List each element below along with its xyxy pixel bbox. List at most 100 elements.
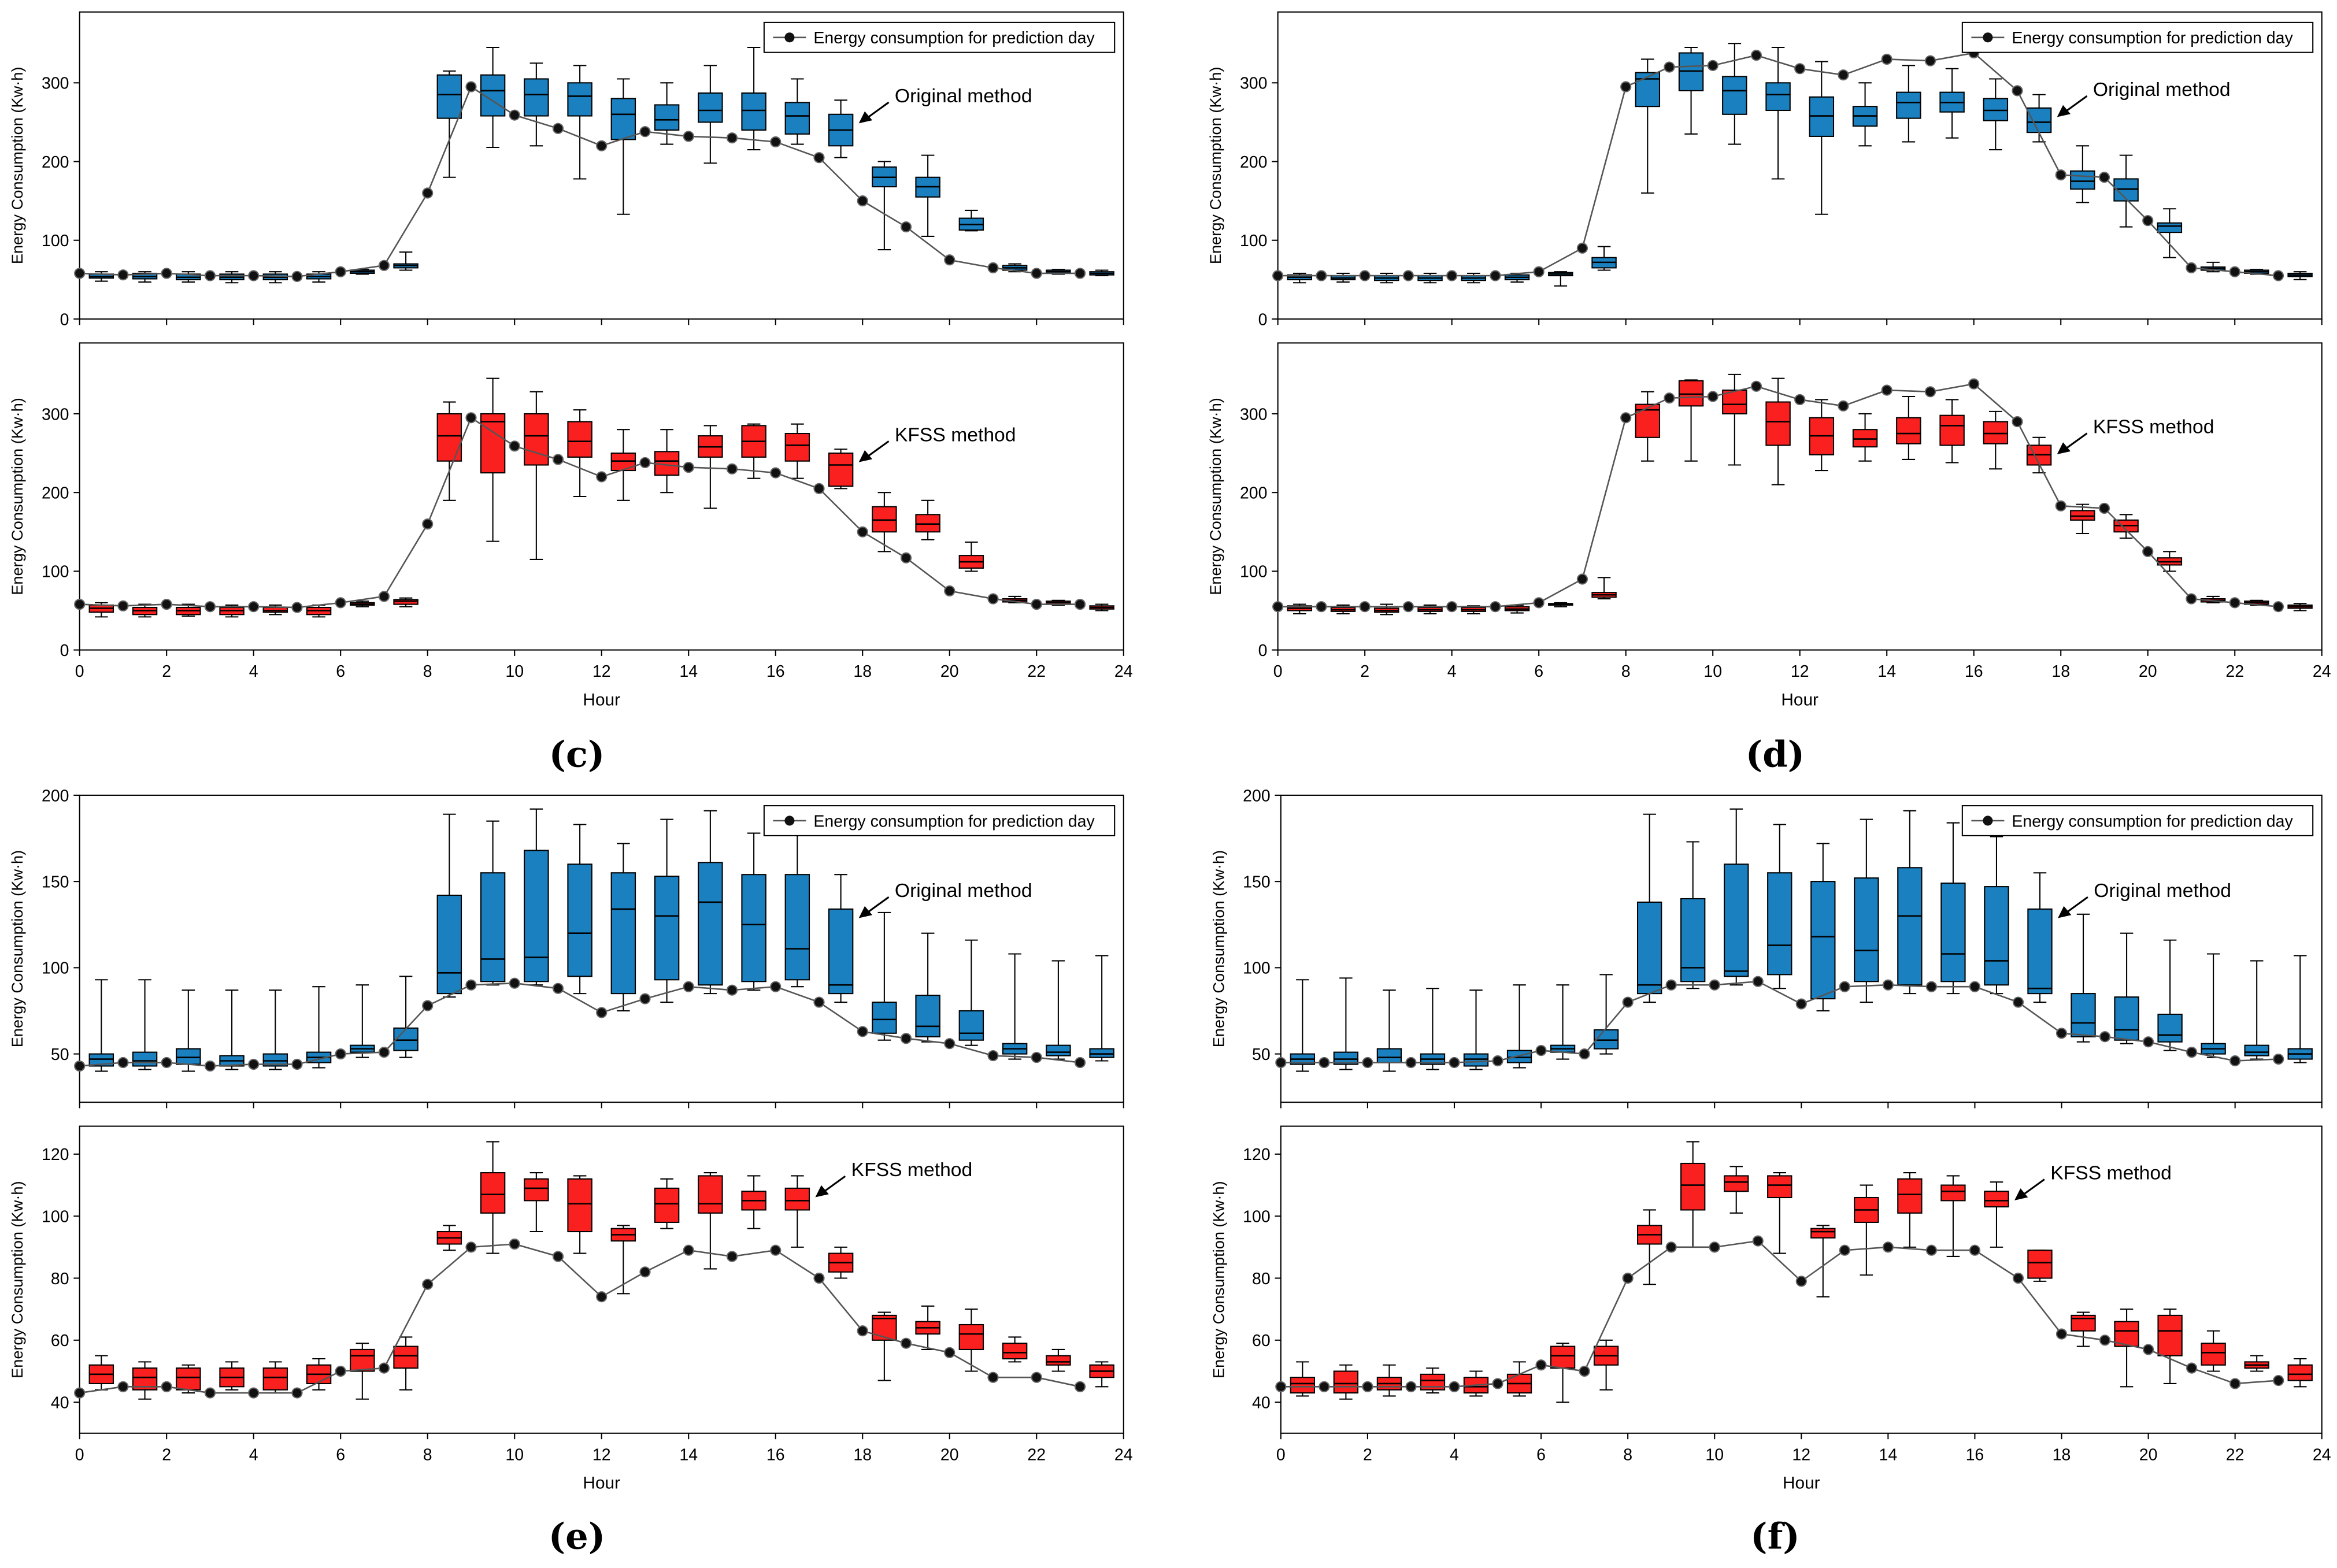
y-axis-label: Energy Consumption (Kw·h)	[1206, 67, 1224, 265]
box-hour-20.5	[958, 541, 984, 572]
y-tick-label: 0	[1258, 310, 1268, 329]
prediction-day-point	[2229, 266, 2240, 277]
x-tick-label: 16	[766, 662, 785, 681]
box-hour-16.5	[784, 832, 810, 988]
box-iqr	[784, 432, 810, 462]
box-hour-12.5	[1810, 1225, 1836, 1298]
box-iqr	[1046, 1355, 1071, 1366]
y-tick-label: 100	[42, 563, 69, 581]
box-iqr	[784, 102, 810, 135]
prediction-day-point	[117, 269, 129, 281]
prediction-day-point	[2099, 1335, 2111, 1346]
box-hour-8.5	[436, 813, 462, 998]
box-iqr	[1896, 91, 1921, 119]
prediction-day-point	[1664, 61, 1675, 73]
prediction-day-point	[335, 597, 346, 609]
box-hour-12.5	[610, 78, 636, 215]
box-hour-10.5	[524, 1172, 549, 1233]
box-hour-7.5	[393, 251, 418, 271]
x-tick-label: 2	[162, 662, 171, 681]
prediction-day-point	[1576, 573, 1588, 585]
box-hour-23.5	[2287, 603, 2313, 611]
box-iqr	[262, 606, 288, 613]
prediction-day-point	[726, 463, 738, 475]
box-hour-19.5	[915, 1305, 940, 1350]
prediction-day-point	[2142, 215, 2154, 227]
prediction-day-line	[1277, 52, 2279, 277]
prediction-day-point	[2012, 996, 2024, 1008]
prediction-day-point	[1750, 50, 1762, 61]
box-hour-7.5	[1591, 246, 1617, 271]
box-hour-1.5	[1333, 977, 1359, 1070]
box-iqr	[1897, 1178, 1923, 1214]
prediction-day-point	[2055, 1028, 2068, 1039]
prediction-day-line	[79, 1243, 1080, 1394]
box-hour-14.5	[698, 810, 723, 995]
y-tick-label: 80	[51, 1270, 69, 1288]
prediction-day-point	[204, 1060, 216, 1072]
x-tick-label: 6	[1536, 1445, 1546, 1464]
x-axis-label: Hour	[1783, 1474, 1820, 1493]
prediction-day-point	[1752, 976, 1764, 987]
prediction-day-line	[1277, 383, 2279, 607]
prediction-day-point	[770, 1244, 782, 1256]
prediction-day-point	[2272, 270, 2284, 281]
prediction-day-point	[2012, 1272, 2024, 1284]
prediction-day-point	[1579, 1048, 1590, 1060]
box-iqr	[2244, 1044, 2269, 1057]
prediction-day-point	[1272, 270, 1284, 281]
prediction-day-point	[465, 81, 477, 92]
legend: Energy consumption for prediction day	[1961, 805, 2314, 836]
y-tick-label: 40	[1252, 1393, 1271, 1412]
box-hour-5.5	[306, 1358, 332, 1391]
box-hour-17.5	[828, 1246, 854, 1279]
box-iqr	[1896, 417, 1921, 444]
box-hour-11.5	[1767, 1172, 1792, 1254]
prediction-day-point	[2273, 1374, 2284, 1387]
box-iqr	[1897, 867, 1923, 986]
prediction-day-point	[291, 1387, 303, 1399]
box-hour-12.5	[1809, 399, 1835, 472]
annotation-label: KFSS method	[895, 424, 1016, 446]
y-tick-label: 200	[1240, 153, 1268, 172]
prediction-day-point	[1031, 599, 1042, 610]
prediction-day-point	[1031, 268, 1042, 279]
prediction-day-point	[1362, 1057, 1373, 1069]
box-iqr	[1722, 390, 1747, 415]
box-hour-5.5	[1506, 1361, 1532, 1397]
box-hour-3.5	[219, 989, 245, 1070]
prediction-day-point	[74, 599, 86, 610]
x-tick-label: 0	[75, 662, 84, 681]
box-hour-3.5	[1417, 604, 1443, 614]
box-iqr	[176, 1048, 201, 1065]
x-tick-label: 24	[1114, 1445, 1133, 1464]
legend-marker	[784, 32, 795, 43]
y-tick-label: 0	[60, 642, 69, 660]
prediction-day-point	[1620, 81, 1632, 92]
box-iqr	[1420, 1373, 1446, 1391]
prediction-day-point	[1449, 1381, 1460, 1392]
box-hour-17.5	[2027, 1250, 2053, 1282]
prediction-day-point	[509, 440, 520, 452]
legend-marker	[1983, 815, 1993, 826]
box-iqr	[436, 74, 462, 119]
prediction-day-point	[1074, 599, 1086, 610]
box-iqr	[1376, 1048, 1402, 1063]
box-hour-14.5	[1897, 1172, 1923, 1248]
y-axis-label: Energy Consumption (Kw·h)	[8, 1181, 26, 1378]
annotation-arrowhead	[858, 906, 873, 918]
prediction-day-point	[596, 1007, 608, 1018]
y-axis-label: Energy Consumption (Kw·h)	[8, 67, 26, 265]
box-iqr	[915, 514, 940, 533]
box-iqr	[2027, 908, 2053, 995]
y-tick-label: 100	[1243, 959, 1271, 978]
legend: Energy consumption for prediction day	[763, 805, 1116, 836]
box-hour-11.5	[567, 824, 592, 995]
box-iqr	[2070, 170, 2095, 190]
annotation-arrowhead	[2057, 105, 2071, 117]
box-hour-23.5	[1089, 269, 1114, 277]
box-iqr	[784, 874, 810, 981]
box-iqr	[350, 1348, 375, 1372]
subplot-f-top: 50 100 150 200 Energy Consumption (Kw·h) Ener…	[1209, 787, 2323, 1109]
